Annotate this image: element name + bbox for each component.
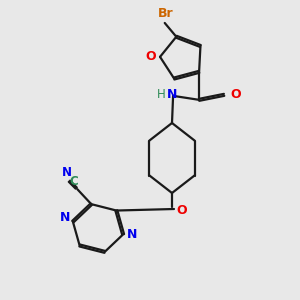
Text: N: N: [60, 211, 70, 224]
Text: N: N: [62, 166, 72, 178]
Text: O: O: [146, 50, 156, 63]
Text: H: H: [157, 88, 166, 101]
Text: C: C: [69, 175, 78, 188]
Text: O: O: [177, 205, 187, 218]
Text: N: N: [167, 88, 177, 101]
Text: Br: Br: [158, 8, 173, 20]
Text: N: N: [127, 228, 137, 241]
Text: O: O: [231, 88, 242, 101]
